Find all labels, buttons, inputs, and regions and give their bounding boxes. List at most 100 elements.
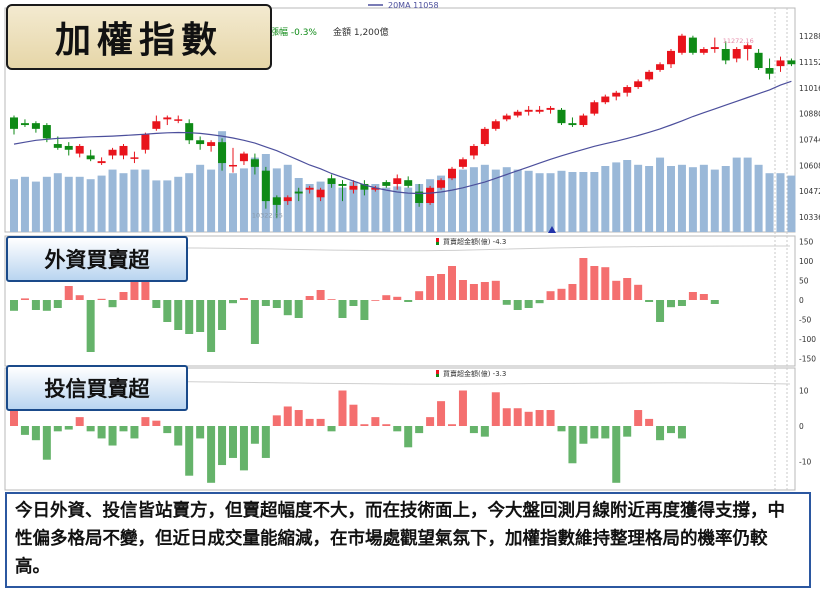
flow-bar <box>75 417 84 426</box>
flow-bar <box>185 426 194 476</box>
flow-bar <box>360 424 369 426</box>
flow-bar <box>601 267 610 300</box>
candle-body <box>513 111 522 116</box>
flow-bar <box>86 426 95 432</box>
trust-legend-text: 買賣超金額(億) -3.3 <box>443 369 506 378</box>
flow-bar <box>108 426 117 446</box>
candle-body <box>448 168 456 179</box>
candle-body <box>634 81 643 88</box>
candle-body <box>765 68 774 74</box>
flow-bar <box>163 300 172 322</box>
price-tick-label: 10608 <box>799 161 820 170</box>
flow-bar <box>218 300 227 330</box>
volume-bar <box>524 170 533 232</box>
flow-bar <box>207 300 216 352</box>
flow-bar <box>327 299 336 300</box>
flow-tick-label: 100 <box>799 257 814 266</box>
flow-bar <box>404 300 413 302</box>
volume-bar <box>437 175 446 232</box>
flow-bar <box>404 426 413 448</box>
volume-bar <box>601 166 610 232</box>
volume-bar <box>688 167 697 232</box>
flow-bar <box>119 292 128 300</box>
volume-text: 金額 1,200億 <box>333 26 389 38</box>
volume-bar <box>349 181 358 232</box>
volume-bars <box>10 131 796 232</box>
flow-bar <box>316 418 325 426</box>
flow-bar <box>119 426 128 432</box>
candle-body <box>349 185 358 190</box>
price-tick-label: 11288 <box>799 32 820 41</box>
volume-bar <box>174 176 183 232</box>
trust-legend: 買賣超金額(億) -3.3 <box>436 369 506 378</box>
foreign-title: 外資買賣超 <box>6 236 188 282</box>
candle-body <box>458 159 467 167</box>
volume-bar <box>371 184 380 232</box>
candle-body <box>119 145 128 156</box>
candle-body <box>404 180 413 186</box>
flow-bar <box>546 291 555 300</box>
volume-bar <box>20 176 29 232</box>
candle-body <box>283 197 292 202</box>
flow-tick-label: -50 <box>799 316 811 325</box>
candle-body <box>590 102 599 114</box>
volume-bar <box>710 169 719 232</box>
price-tick-label: 10744 <box>799 135 820 144</box>
volume-bar <box>196 164 205 232</box>
flow-bar <box>305 418 314 426</box>
flow-bar <box>480 426 489 437</box>
volume-bar <box>667 166 675 232</box>
price-annotations: 11272.16 10322.95 <box>252 37 754 220</box>
flow-bar <box>152 300 161 308</box>
candle-body <box>579 115 588 126</box>
candle-body <box>207 142 216 146</box>
foreign-axis: 150 100 50 0 -50 -100 -150 <box>799 238 816 364</box>
candle-body <box>20 123 29 126</box>
volume-bar <box>207 169 216 232</box>
flow-bar <box>20 426 29 435</box>
flow-bar <box>535 300 544 304</box>
flow-bar <box>250 426 259 444</box>
flow-bar <box>283 406 292 426</box>
main-title: 加權指數 <box>6 4 272 70</box>
candle-body <box>185 123 194 141</box>
flow-bar <box>623 426 632 437</box>
flow-tick-label: 0 <box>799 422 804 431</box>
candle-body <box>10 117 18 129</box>
candle-body <box>393 178 402 184</box>
candle-body <box>776 60 785 67</box>
candle-body <box>163 117 172 120</box>
flow-bar <box>568 426 577 464</box>
flow-bar <box>612 426 621 483</box>
flow-bar <box>590 426 599 439</box>
volume-bar <box>480 164 489 232</box>
flow-bar <box>349 300 358 306</box>
flow-bar <box>513 408 522 426</box>
volume-bar <box>185 173 194 232</box>
candle-body <box>437 180 446 188</box>
candle-body <box>732 49 741 59</box>
volume-bar <box>787 175 796 232</box>
volume-bar <box>645 166 654 232</box>
candle-body <box>53 144 62 148</box>
candle-body <box>524 109 533 112</box>
flow-bar <box>634 284 643 300</box>
candle-body <box>754 52 763 69</box>
flow-bar <box>688 292 697 300</box>
ma-legend-text: 20MA 11058 <box>388 1 439 10</box>
flow-bar <box>557 288 566 300</box>
flow-bar <box>64 286 73 300</box>
candle-body <box>305 187 314 190</box>
candle-body <box>502 115 511 120</box>
volume-bar <box>218 131 227 232</box>
flow-bar <box>185 300 194 334</box>
volume-bar <box>590 172 599 232</box>
volume-bar <box>491 169 500 232</box>
flow-tick-label: -100 <box>799 335 816 344</box>
flow-bar <box>371 417 380 426</box>
candle-body <box>699 49 708 53</box>
flow-bar <box>239 298 248 300</box>
candle-body <box>645 71 654 80</box>
flow-bar <box>64 426 73 430</box>
flow-bar <box>448 266 456 300</box>
